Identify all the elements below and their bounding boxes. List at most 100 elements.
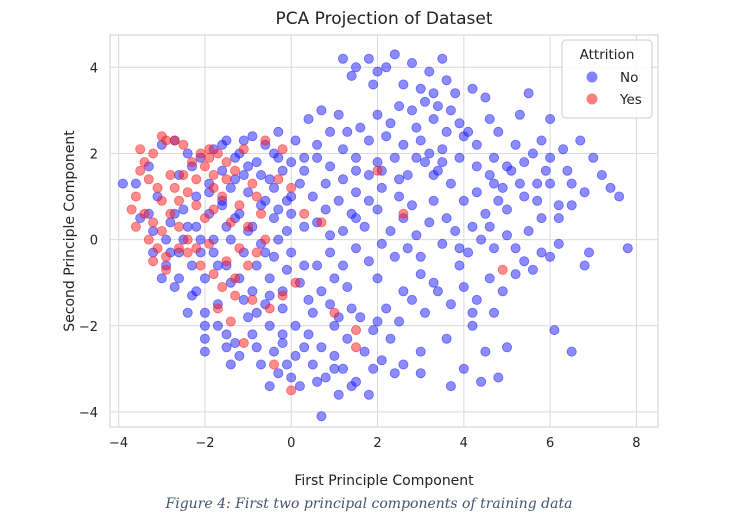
point-no <box>381 62 392 73</box>
point-no <box>281 225 292 236</box>
point-no <box>286 372 297 383</box>
point-no <box>467 221 478 232</box>
point-no <box>566 346 577 357</box>
point-no <box>558 144 569 155</box>
point-no <box>372 66 383 77</box>
point-no <box>463 247 474 258</box>
point-no <box>247 329 258 340</box>
point-no <box>532 195 543 206</box>
point-yes <box>329 307 340 318</box>
point-no <box>467 320 478 331</box>
point-no <box>350 62 361 73</box>
point-yes <box>178 169 189 180</box>
chart-title: PCA Projection of Dataset <box>276 9 493 29</box>
point-no <box>467 307 478 318</box>
point-no <box>424 66 435 77</box>
point-no <box>325 230 336 241</box>
point-no <box>519 157 530 168</box>
point-no <box>411 152 422 163</box>
point-no <box>622 243 633 254</box>
point-no <box>363 169 374 180</box>
point-no <box>523 225 534 236</box>
point-yes <box>230 290 241 301</box>
point-no <box>325 161 336 172</box>
point-no <box>350 243 361 254</box>
point-no <box>519 256 530 267</box>
point-yes <box>212 303 223 314</box>
point-no <box>186 290 197 301</box>
point-no <box>428 277 439 288</box>
point-no <box>501 204 512 215</box>
point-no <box>394 101 405 112</box>
point-no <box>299 152 310 163</box>
point-no <box>454 118 465 129</box>
point-no <box>238 135 249 146</box>
legend-label-yes: Yes <box>619 92 642 108</box>
point-no <box>268 346 279 357</box>
point-no <box>549 325 560 336</box>
point-yes <box>173 243 184 254</box>
point-no <box>389 368 400 379</box>
point-no <box>355 312 366 323</box>
point-no <box>247 131 258 142</box>
point-yes <box>251 247 262 258</box>
point-no <box>320 372 331 383</box>
point-no <box>553 238 564 249</box>
y-tick-label: 4 <box>90 61 98 76</box>
point-no <box>536 247 547 258</box>
point-yes <box>350 342 361 353</box>
point-no <box>277 329 288 340</box>
x-tick-label: 0 <box>287 436 295 451</box>
point-no <box>415 251 426 262</box>
figure-caption: Figure 4: First two principal components… <box>165 496 573 512</box>
point-no <box>411 122 422 133</box>
point-no <box>428 88 439 99</box>
data-points <box>117 49 633 422</box>
point-no <box>212 320 223 331</box>
point-no <box>333 389 344 400</box>
point-yes <box>234 200 245 211</box>
point-no <box>243 312 254 323</box>
point-yes <box>165 169 176 180</box>
point-no <box>337 144 348 155</box>
point-no <box>260 247 271 258</box>
point-no <box>273 234 284 245</box>
point-no <box>437 238 448 249</box>
point-no <box>325 247 336 258</box>
point-no <box>359 346 370 357</box>
point-yes <box>204 144 215 155</box>
x-tick-label: 6 <box>546 436 554 451</box>
point-no <box>199 333 210 344</box>
point-no <box>584 247 595 258</box>
point-no <box>376 238 387 249</box>
point-no <box>221 329 232 340</box>
point-no <box>255 169 266 180</box>
point-no <box>333 195 344 206</box>
point-no <box>476 376 487 387</box>
point-no <box>264 320 275 331</box>
point-no <box>299 260 310 271</box>
point-no <box>402 169 413 180</box>
pca-scatter-chart: −4 −2 0 2 4 6 8 −4 −2 0 2 4 PCA Projection of Data… <box>62 9 659 489</box>
point-no <box>398 139 409 150</box>
point-no <box>182 307 193 318</box>
point-no <box>337 363 348 374</box>
legend-label-no: No <box>620 70 638 86</box>
point-no <box>156 273 167 284</box>
point-no <box>519 191 530 202</box>
point-no <box>199 307 210 318</box>
point-no <box>307 307 318 318</box>
point-no <box>243 161 254 172</box>
point-yes <box>260 234 271 245</box>
point-no <box>398 79 409 90</box>
point-yes <box>161 251 172 262</box>
point-no <box>268 251 279 262</box>
point-no <box>225 359 236 370</box>
point-no <box>372 157 383 168</box>
point-no <box>316 342 327 353</box>
point-no <box>230 174 241 185</box>
point-no <box>130 178 141 189</box>
point-no <box>441 75 452 86</box>
point-no <box>437 157 448 168</box>
point-no <box>290 350 301 361</box>
